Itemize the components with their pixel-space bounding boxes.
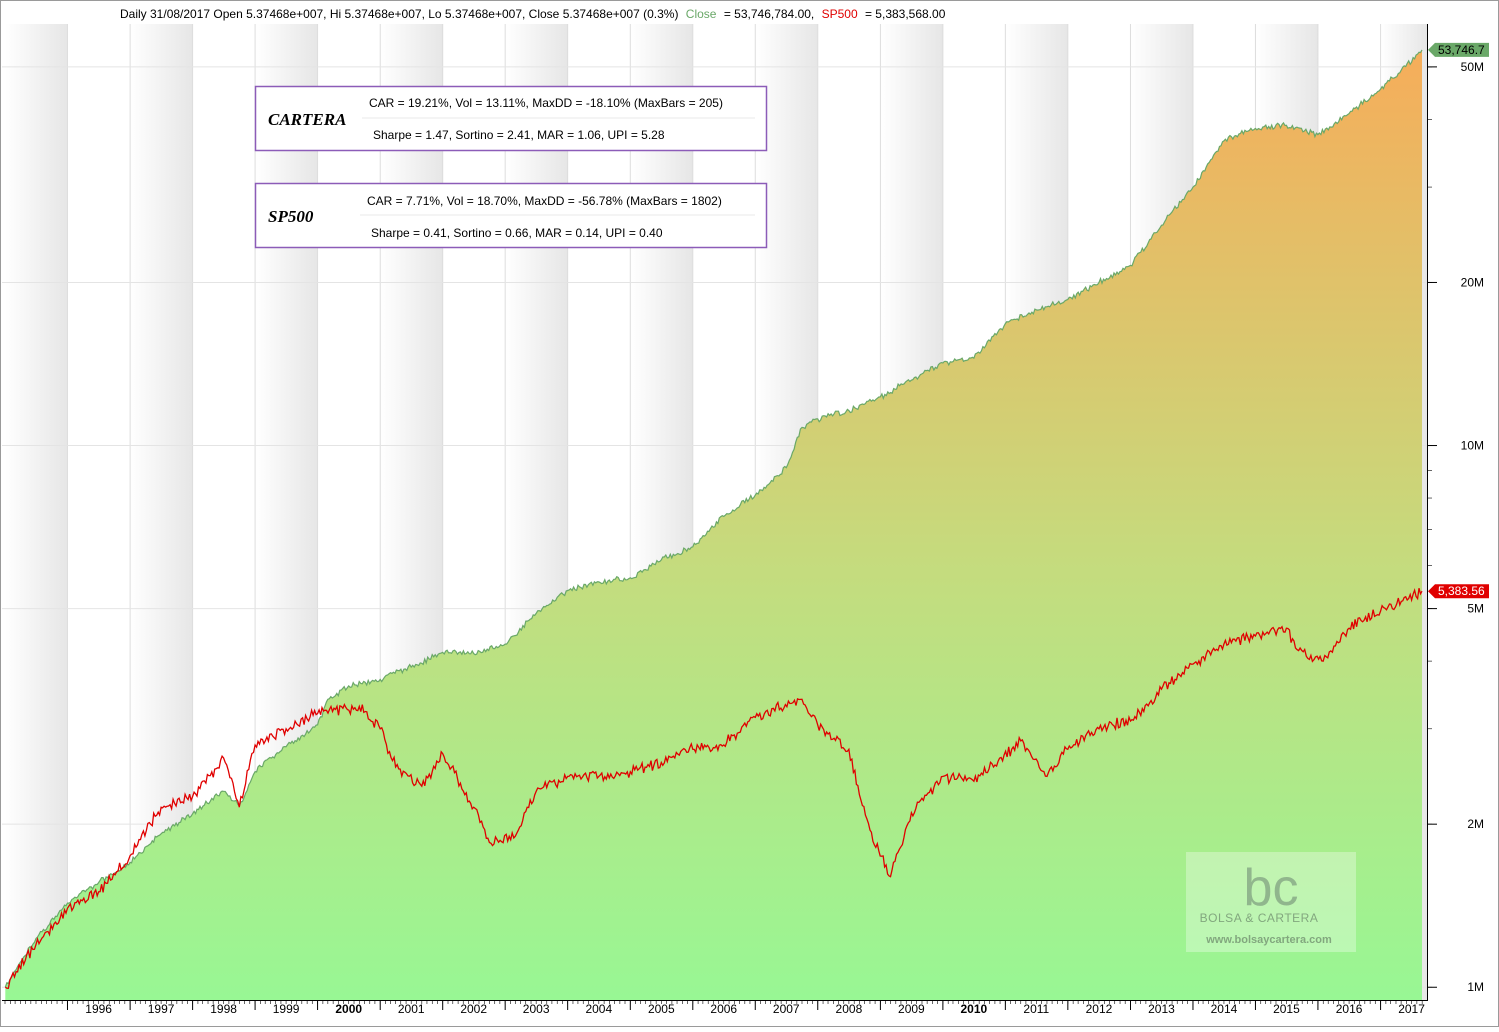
watermark-logo: bc <box>1244 859 1299 917</box>
header-ohlc: Daily 31/08/2017 Open 5.37468e+007, Hi 5… <box>120 7 678 21</box>
y-tick-label: 20M <box>1461 275 1484 289</box>
x-tick-label: 2010 <box>961 1002 988 1016</box>
y-tick-label: 50M <box>1461 60 1484 74</box>
x-tick-label: 2009 <box>898 1002 925 1016</box>
watermark-panel <box>1186 852 1356 952</box>
x-tick-label: 2015 <box>1273 1002 1300 1016</box>
x-tick-label: 2016 <box>1336 1002 1363 1016</box>
cartera-last-value: 53,746.7 <box>1438 43 1485 57</box>
watermark-name: BOLSA & CARTERA <box>1200 911 1319 925</box>
y-tick-label: 2M <box>1467 817 1484 831</box>
x-tick-label: 2013 <box>1148 1002 1175 1016</box>
year-band <box>5 24 68 1000</box>
cartera-box-title: CARTERA <box>268 110 346 129</box>
y-tick-label: 1M <box>1467 980 1484 994</box>
cartera-box-line2: Sharpe = 1.47, Sortino = 2.41, MAR = 1.0… <box>373 128 665 142</box>
sp500-tag-shape <box>1428 584 1489 599</box>
x-tick-label: 2006 <box>710 1002 737 1016</box>
header-close-label: Close <box>686 7 717 21</box>
x-tick-label: 2001 <box>398 1002 425 1016</box>
x-tick-label: 2005 <box>648 1002 675 1016</box>
sp500-line <box>4 587 1423 989</box>
x-tick-label: 2002 <box>460 1002 487 1016</box>
x-tick-label: 1999 <box>273 1002 300 1016</box>
sp500-box-line2: Sharpe = 0.41, Sortino = 0.66, MAR = 0.1… <box>371 226 663 240</box>
x-tick-label: 2004 <box>585 1002 612 1016</box>
sp500-last-value: 5,383.56 <box>1438 584 1485 598</box>
x-tick-label: 2014 <box>1211 1002 1238 1016</box>
y-tick-label: 10M <box>1461 439 1484 453</box>
watermark: bc BOLSA & CARTERA www.bolsaycartera.com <box>1186 852 1356 952</box>
y-tick-label: 5M <box>1467 602 1484 616</box>
header-close-value: = 53,746,784.00, <box>724 7 814 21</box>
cartera-area <box>5 49 1422 1000</box>
header-sp-label: SP500 <box>822 7 858 21</box>
cartera-tag-shape <box>1428 42 1489 57</box>
header-sp-value: = 5,383,568.00 <box>865 7 946 21</box>
x-tick-label: 2000 <box>335 1002 362 1016</box>
x-tick-label: 1998 <box>210 1002 237 1016</box>
cartera-box-line1: CAR = 19.21%, Vol = 13.11%, MaxDD = -18.… <box>369 96 723 110</box>
x-axis: 1996 1997 1998 1999 2000 2001 2002 2003 2004 2005… <box>4 1000 1425 1016</box>
x-tick-label: 2017 <box>1398 1002 1425 1016</box>
sp500-box-title: SP500 <box>268 207 314 226</box>
x-tick-label: 2008 <box>836 1002 863 1016</box>
sp500-stats-box: SP500 CAR = 7.71%, Vol = 18.70%, MaxDD =… <box>254 182 768 249</box>
y-axis: 1M 2M 5M 10M 20M 50M <box>1427 60 1484 994</box>
chart-header: Daily 31/08/2017 Open 5.37468e+007, Hi 5… <box>120 7 946 21</box>
cartera-stats-box: CARTERA CAR = 19.21%, Vol = 13.11%, MaxD… <box>254 85 768 152</box>
x-tick-label: 1996 <box>85 1002 112 1016</box>
x-tick-label: 2012 <box>1086 1002 1113 1016</box>
x-tick-label: 2007 <box>773 1002 800 1016</box>
x-tick-label: 2003 <box>523 1002 550 1016</box>
watermark-url: www.bolsaycartera.com <box>1205 934 1332 946</box>
cartera-last-value-tag: 53,746.7 <box>1428 42 1489 57</box>
cartera-line <box>4 49 1423 988</box>
sp500-last-value-tag: 5,383.56 <box>1428 584 1489 599</box>
x-tick-label: 2011 <box>1023 1002 1049 1016</box>
x-tick-label: 1997 <box>148 1002 175 1016</box>
sp500-box-line1: CAR = 7.71%, Vol = 18.70%, MaxDD = -56.7… <box>367 194 722 208</box>
